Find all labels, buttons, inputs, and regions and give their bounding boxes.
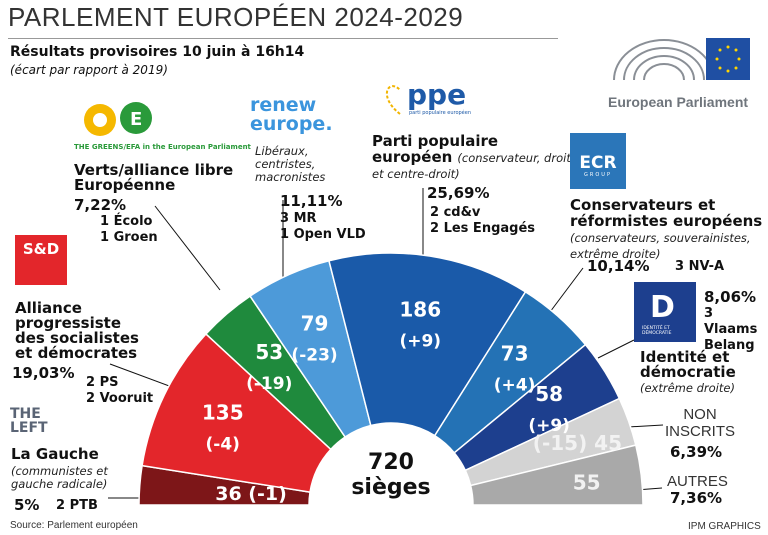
segment-autres	[469, 444, 644, 506]
id-leader-line	[597, 339, 635, 359]
seat-count-label: (-15) 45	[533, 431, 622, 455]
eu-flag-icon	[706, 38, 750, 80]
sd-seat-2: 2 Vooruit	[86, 391, 154, 406]
ecr-name: Conservateurs et réformistes européens	[570, 196, 763, 230]
greens-seats: 1 Écolo 1 Groen	[100, 214, 158, 246]
hemicycle-icon	[613, 38, 750, 81]
seat-count: 135	[202, 400, 244, 424]
subtitle-note: (écart par rapport à 2019)	[10, 63, 168, 77]
greens-pct: 7,22%	[74, 196, 127, 214]
greens-logo: E THE GREENS/EFA in the European Parliam…	[74, 100, 251, 151]
ppe-seat-1: 2 cd&v	[430, 205, 481, 220]
ecr-pct: 10,14%	[587, 257, 650, 275]
sd-name: Alliance progressiste des socialistes et…	[15, 299, 139, 362]
greens-seat-2: 1 Groen	[100, 230, 158, 245]
subtitle: Résultats provisoires 10 juin à 16h14	[10, 44, 305, 60]
left-pct: 5%	[14, 496, 40, 514]
ecr-logo-sub: GROUP	[584, 172, 612, 178]
credit: IPM GRAPHICS	[688, 521, 761, 532]
seat-count-label: 55	[573, 471, 601, 495]
sd-logo: S&D	[15, 235, 67, 285]
ep-logo-text: European Parliament	[608, 94, 749, 110]
ecr-logo: ECR GROUP	[570, 133, 626, 189]
sunflower-icon: E	[84, 102, 152, 136]
seat-change: (-23)	[291, 345, 337, 365]
seat-count-label: 79 (-23)	[291, 311, 337, 365]
ecr-leader-line	[549, 267, 584, 313]
id-logo-glyph: D	[650, 290, 675, 325]
seat-change: (+4)	[494, 376, 536, 396]
page-title: PARLEMENT EUROPÉEN 2024-2029	[8, 2, 464, 32]
seat-count-label: 186 (+9)	[399, 297, 441, 351]
renew-desc: Libéraux, centristes, macronistes	[255, 144, 326, 184]
ni-pct: 6,39%	[670, 443, 723, 461]
ecr-logo-text: ECR	[579, 153, 617, 173]
total-seats-value: 720	[368, 450, 414, 475]
seat-count: 79	[301, 311, 329, 335]
ppe-logo: ppe parti populaire européen	[385, 78, 471, 120]
ppe-pct: 25,69%	[427, 184, 490, 202]
seat-change: (-4)	[206, 434, 240, 454]
left-desc: (communistes et gauche radicale)	[11, 464, 108, 491]
ppe-heart-icon	[385, 85, 401, 115]
sd-pct: 19,03%	[12, 364, 75, 382]
seat-count: 186	[399, 297, 441, 321]
ecr-label: Conservateurs et réformistes européens (…	[570, 197, 765, 261]
segment-s-d	[141, 332, 332, 494]
id-pct: 8,06%	[704, 288, 757, 306]
ni-name: NON INSCRITS	[665, 406, 736, 440]
seat-change: (-19)	[246, 374, 292, 394]
seat-count-label: 58 (+9)	[528, 382, 570, 436]
id-desc: (extrême droite)	[640, 381, 735, 395]
svg-text:E: E	[130, 109, 142, 130]
renew-pct: 11,11%	[280, 192, 343, 210]
left-seat-1: 2 PTB	[56, 498, 98, 513]
id-seat-1: 3 Vlaams Belang	[704, 306, 758, 353]
id-logo-text: IDENTITÉ ET DÉMOCRATIE	[642, 326, 672, 336]
renew-seats: 3 MR 1 Open VLD	[280, 211, 366, 243]
ppe-label: Parti populaire européen (conservateur, …	[372, 133, 582, 181]
ppe-seats: 2 cd&v 2 Les Engagés	[430, 205, 535, 237]
id-name: Identité et démocratie	[640, 348, 736, 381]
ppe-logo-text: ppe	[407, 78, 467, 111]
id-logo: D IDENTITÉ ET DÉMOCRATIE	[634, 282, 696, 342]
seat-count-label: 73 (+4)	[494, 342, 536, 396]
greens-seat-1: 1 Écolo	[100, 214, 153, 229]
ecr-desc: (conservateurs, souverainistes, extrême …	[570, 231, 751, 261]
sd-seat-1: 2 PS	[86, 375, 119, 390]
ppe-logo-sub: parti populaire européen	[409, 110, 472, 116]
segment-ppe	[328, 252, 527, 437]
seat-count-label: 53 (-19)	[246, 340, 292, 394]
title-divider	[8, 38, 558, 39]
left-logo: THE LEFT	[10, 406, 48, 436]
ecr-seat-1: 3 NV-A	[675, 259, 725, 274]
greens-leader-line	[154, 205, 221, 291]
seat-count-label: 135 (-4)	[202, 400, 244, 454]
greens-logo-text: THE GREENS/EFA in the European Parliamen…	[74, 143, 251, 151]
renew-seat-2: 1 Open VLD	[280, 227, 366, 242]
autres-name: AUTRES	[667, 473, 728, 490]
total-seats: 720 sièges	[331, 450, 451, 500]
seat-count-label: 36 (-1)	[215, 483, 287, 505]
left-name: La Gauche	[11, 445, 99, 463]
ni-leader-line	[627, 424, 664, 428]
renew-seat-1: 3 MR	[280, 211, 317, 226]
seat-change: (+9)	[528, 416, 570, 436]
seat-change: (+9)	[399, 331, 441, 351]
seat-count: 73	[501, 342, 529, 366]
sd-seats: 2 PS 2 Vooruit	[86, 375, 153, 407]
greens-name: Verts/alliance libre Européenne	[74, 161, 234, 194]
ppe-seat-2: 2 Les Engagés	[430, 221, 536, 236]
seat-count: 58	[535, 382, 563, 406]
autres-pct: 7,36%	[670, 489, 723, 507]
source: Source: Parlement européen	[10, 520, 138, 531]
total-seats-label: sièges	[351, 475, 431, 500]
ppe-name: Parti populaire européen	[372, 132, 499, 166]
renew-logo: renew europe.	[250, 94, 333, 135]
european-parliament-logo: European Parliament	[608, 28, 758, 110]
seat-count: 53	[255, 340, 283, 364]
ppe-desc: (conservateur, droite et centre-droit)	[372, 151, 578, 181]
